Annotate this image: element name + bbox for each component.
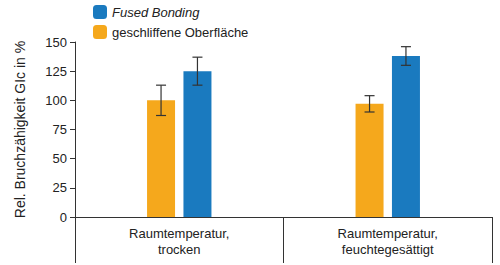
svg-text:125: 125 — [45, 64, 67, 79]
svg-text:Fused Bonding: Fused Bonding — [112, 5, 200, 20]
svg-text:150: 150 — [45, 35, 67, 50]
svg-text:25: 25 — [53, 180, 67, 195]
svg-text:feuchtegesättigt: feuchtegesättigt — [342, 242, 434, 257]
svg-text:Rel. Bruchzähigkeit GIc in %: Rel. Bruchzähigkeit GIc in % — [12, 41, 28, 218]
svg-text:75: 75 — [53, 122, 67, 137]
svg-text:100: 100 — [45, 93, 67, 108]
svg-text:geschliffene Oberfläche: geschliffene Oberfläche — [112, 25, 248, 40]
svg-text:Raumtemperatur,: Raumtemperatur, — [338, 226, 438, 241]
svg-text:Raumtemperatur,: Raumtemperatur, — [129, 226, 229, 241]
svg-text:trocken: trocken — [158, 242, 201, 257]
svg-text:0: 0 — [60, 210, 67, 225]
svg-text:50: 50 — [53, 151, 67, 166]
